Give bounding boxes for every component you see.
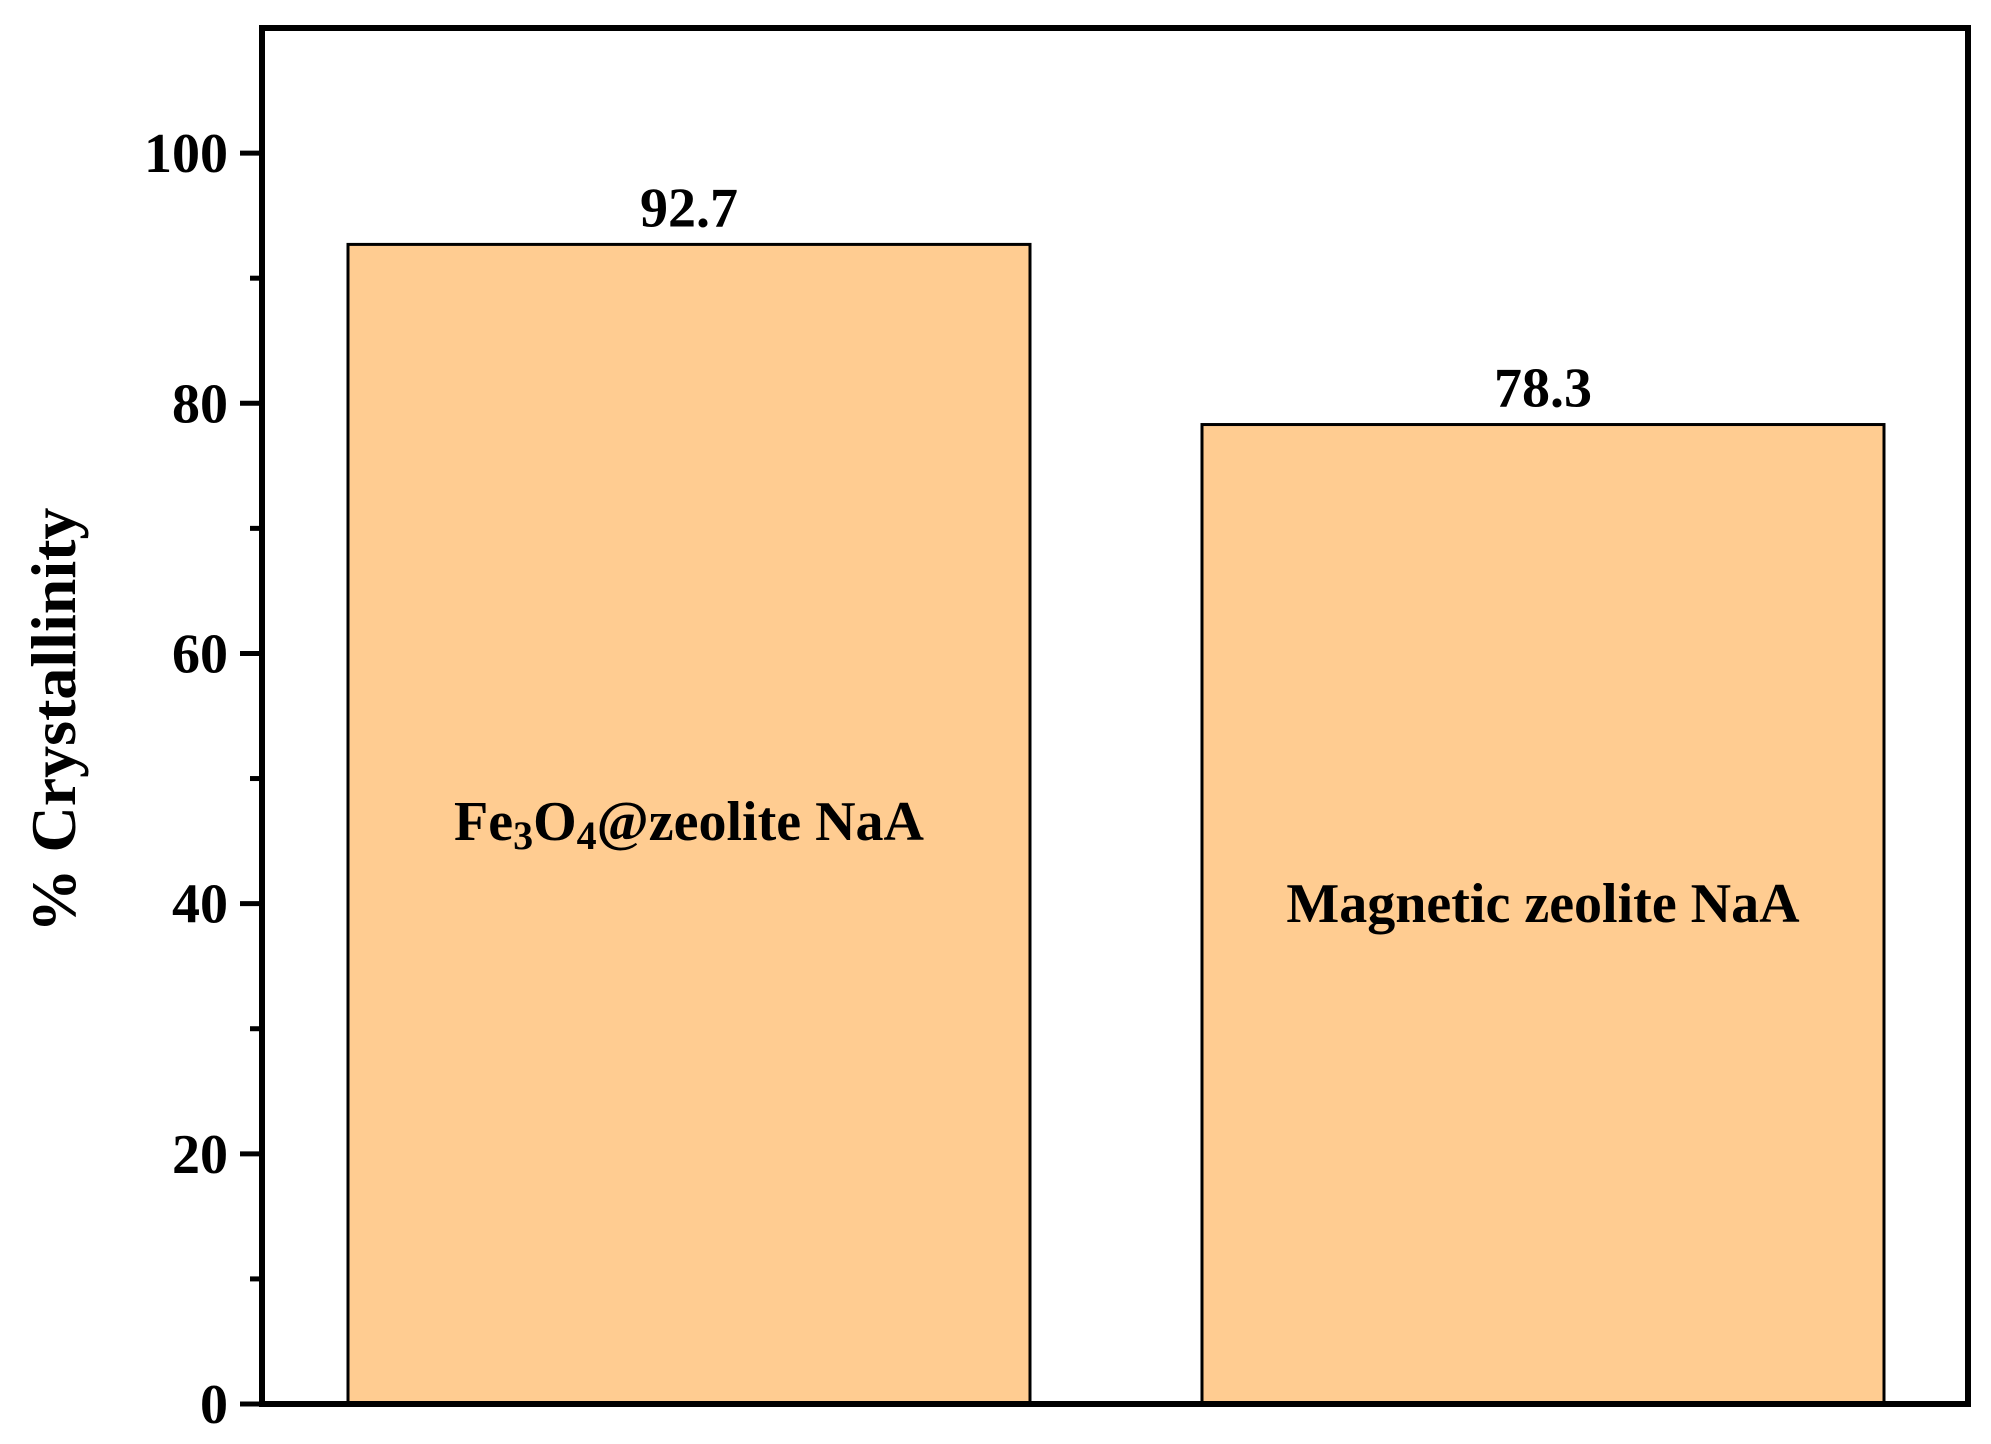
value-label-1: 92.7 xyxy=(640,177,738,239)
y-tick-label-80: 80 xyxy=(172,373,228,435)
y-tick-label-100: 100 xyxy=(144,123,228,185)
bars-layer xyxy=(346,242,1886,1406)
value-label-2: 78.3 xyxy=(1494,358,1592,420)
y-axis-title: % Crystallinity xyxy=(18,508,89,933)
plot-frame xyxy=(259,25,1971,1407)
axes-layer: 0 20 40 60 80 100 xyxy=(144,25,1971,1436)
category-label-1: Fe3O4@zeolite NaA xyxy=(454,791,924,858)
bar-2 xyxy=(1200,423,1886,1406)
bar-1 xyxy=(346,242,1032,1406)
y-tick-label-40: 40 xyxy=(172,874,228,936)
y-tick-label-60: 60 xyxy=(172,623,228,685)
labels-layer: 92.7 Fe3O4@zeolite NaA 78.3 Magnetic zeolit… xyxy=(454,177,1800,935)
category-label-2: Magnetic zeolite NaA xyxy=(1286,873,1800,935)
y-tick-label-0: 0 xyxy=(200,1374,228,1436)
y-tick-label-20: 20 xyxy=(172,1124,228,1186)
